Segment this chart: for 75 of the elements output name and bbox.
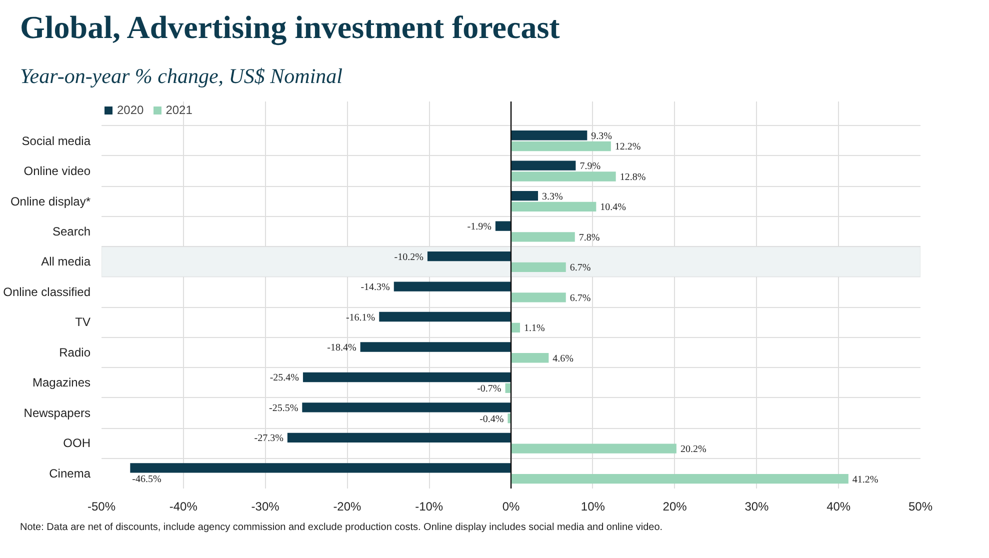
data-label: 6.7% bbox=[570, 262, 591, 274]
bar bbox=[511, 322, 520, 332]
y-tick-label: Radio bbox=[59, 345, 91, 360]
bar bbox=[360, 342, 511, 352]
bar bbox=[130, 462, 511, 472]
bar bbox=[511, 202, 596, 212]
text: Note: Data are net of discounts, include agency commission and exclude production costs. Online display includes social media and online video. bbox=[20, 520, 663, 535]
data-label: 7.8% bbox=[578, 232, 600, 244]
data-label: 6.7% bbox=[570, 292, 591, 304]
y-tick-label: Cinema bbox=[49, 466, 91, 480]
data-label: -0.4% bbox=[480, 414, 504, 425]
bar bbox=[511, 160, 576, 170]
x-tick-label: -40% bbox=[169, 499, 198, 514]
y-tick-label: Newspapers bbox=[24, 406, 91, 420]
data-label: 9.3% bbox=[591, 130, 612, 142]
data-label: 10.4% bbox=[600, 202, 626, 213]
data-label: 20.2% bbox=[680, 444, 706, 455]
data-label: -27.3% bbox=[254, 432, 284, 444]
data-label: -1.9% bbox=[467, 221, 492, 232]
data-label: -25.4% bbox=[270, 372, 299, 384]
bar bbox=[511, 232, 575, 242]
bar bbox=[427, 251, 511, 261]
data-label: 12.2% bbox=[614, 141, 641, 152]
bar bbox=[302, 372, 511, 382]
bar bbox=[394, 281, 511, 292]
y-tick-label: Social media bbox=[22, 134, 91, 148]
data-label: -18.4% bbox=[327, 342, 356, 354]
data-label: 1.1% bbox=[524, 322, 545, 334]
data-label: -0.7% bbox=[477, 383, 502, 394]
bar bbox=[511, 352, 549, 362]
bar bbox=[379, 312, 511, 322]
x-tick-label: -50% bbox=[87, 499, 116, 514]
bar bbox=[511, 190, 538, 200]
bar bbox=[287, 432, 511, 442]
data-label: -46.5% bbox=[132, 473, 162, 484]
chart-subtitle: Year-on-year % change, US$ Nominal bbox=[20, 62, 343, 90]
bar bbox=[495, 220, 511, 231]
y-tick-label: Magazines bbox=[32, 375, 90, 390]
data-label: 12.8% bbox=[620, 172, 646, 183]
x-tick-label: 50% bbox=[908, 499, 933, 514]
x-tick-label: 40% bbox=[826, 499, 851, 514]
y-tick-label: Online classified bbox=[3, 284, 90, 299]
x-tick-label: 10% bbox=[580, 499, 606, 514]
x-tick-label: 30% bbox=[744, 499, 770, 514]
x-tick-label: 0% bbox=[502, 499, 520, 514]
bar bbox=[511, 141, 611, 151]
y-tick-label: Online video bbox=[24, 164, 91, 178]
y-tick-label: Online display* bbox=[10, 194, 91, 208]
x-tick-label: -30% bbox=[251, 499, 280, 514]
data-label: -14.3% bbox=[360, 282, 390, 293]
bar bbox=[508, 413, 511, 423]
bar bbox=[302, 402, 511, 412]
y-tick-label: All media bbox=[41, 254, 91, 268]
bar bbox=[511, 130, 588, 140]
x-tick-label: -20% bbox=[333, 499, 362, 514]
data-label: -16.1% bbox=[346, 312, 376, 323]
x-tick-label: 20% bbox=[662, 499, 688, 514]
chart-title: Global, Advertising investment forecast bbox=[20, 8, 560, 48]
x-tick-label: -10% bbox=[415, 499, 444, 514]
bar bbox=[511, 262, 566, 272]
y-tick-label: Search bbox=[52, 224, 91, 238]
bar bbox=[511, 443, 676, 454]
legend-label: 2020 bbox=[117, 102, 144, 117]
data-label: 3.3% bbox=[542, 191, 563, 202]
y-tick-label: TV bbox=[75, 314, 91, 329]
legend-label: 2021 bbox=[166, 102, 192, 117]
data-label: 4.6% bbox=[552, 353, 574, 364]
data-label: 7.9% bbox=[580, 160, 601, 172]
bar bbox=[511, 171, 616, 182]
data-label: -25.5% bbox=[268, 402, 298, 414]
y-tick-label: OOH bbox=[63, 436, 91, 450]
bar bbox=[511, 292, 566, 302]
data-label: 41.2% bbox=[852, 474, 878, 486]
data-label: -10.2% bbox=[394, 252, 424, 263]
bar bbox=[511, 474, 848, 484]
